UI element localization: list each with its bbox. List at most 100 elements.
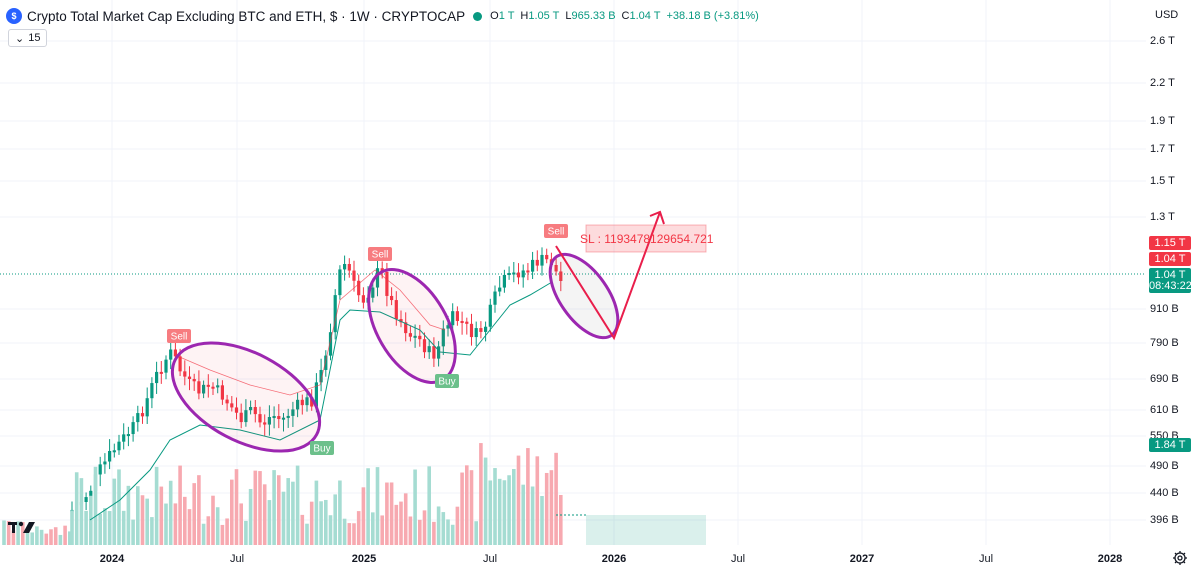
- volume-bar: [154, 466, 159, 545]
- volume-bar: [197, 475, 201, 545]
- candle: [507, 273, 511, 276]
- time-tick-label: 2028: [1097, 553, 1123, 565]
- volume-bar: [427, 466, 431, 545]
- volume-bar: [262, 484, 267, 545]
- candle: [150, 383, 154, 399]
- candle: [474, 328, 478, 338]
- candle: [314, 382, 318, 407]
- sell-signal-text: Sell: [372, 250, 389, 261]
- candle: [371, 287, 375, 298]
- volume-bar: [25, 529, 30, 545]
- tradingview-logo[interactable]: [8, 518, 36, 539]
- candle: [375, 268, 380, 288]
- candle: [343, 263, 347, 270]
- candle: [225, 399, 229, 404]
- candle: [159, 371, 163, 374]
- volume-bar: [422, 510, 427, 545]
- time-tick-label: Jul: [229, 553, 245, 565]
- volume-bar: [126, 485, 131, 545]
- volume-bar: [44, 533, 49, 545]
- candle: [437, 346, 441, 359]
- volume-bar: [253, 470, 258, 545]
- candle: [310, 397, 314, 407]
- volume-bar: [225, 518, 229, 545]
- volume-bar: [89, 495, 93, 545]
- volume-bar: [394, 504, 399, 545]
- volume-bar: [103, 508, 107, 545]
- volume-bar: [559, 494, 563, 545]
- buy-signal-text: Buy: [313, 444, 330, 455]
- currency-label[interactable]: USD: [1155, 9, 1179, 21]
- price-tick-label: 2.2 T: [1150, 77, 1175, 89]
- arrow-head: [649, 210, 665, 225]
- tradingview-logo-icon: [8, 521, 35, 533]
- indicator-collapse-button[interactable]: ⌄ 15: [8, 29, 48, 47]
- volume-bar: [460, 472, 464, 545]
- volume-bar: [272, 470, 276, 545]
- volume-bar: [267, 500, 272, 545]
- volume-bar: [526, 448, 530, 545]
- candle: [112, 450, 116, 453]
- candle: [234, 407, 239, 413]
- volume-bar: [502, 480, 507, 545]
- candle: [455, 311, 459, 322]
- candle: [197, 381, 201, 394]
- stop-loss-label: SL : 1193478129654.721: [580, 232, 714, 246]
- candle: [216, 385, 220, 388]
- volume-bar: [68, 531, 72, 545]
- candle: [117, 441, 121, 451]
- volume-bar: [366, 468, 370, 545]
- candle: [319, 369, 323, 383]
- price-tick-label: 690 B: [1150, 373, 1179, 385]
- volume-bar: [107, 511, 112, 545]
- candle: [413, 335, 417, 338]
- symbol-title[interactable]: Crypto Total Market Cap Excluding BTC an…: [27, 8, 466, 24]
- candle: [399, 319, 403, 323]
- candle: [277, 416, 281, 420]
- candle: [333, 295, 337, 333]
- volume-bar: [530, 486, 535, 545]
- low-value: L965.33 B: [565, 10, 616, 22]
- candle: [394, 300, 398, 320]
- candle: [291, 409, 295, 416]
- candle: [183, 371, 187, 377]
- candle: [267, 417, 271, 425]
- price-tick-label: 2.6 T: [1150, 35, 1175, 47]
- stop-loss-zone: [585, 224, 707, 253]
- gear-icon[interactable]: [1172, 550, 1188, 566]
- volume-bar: [70, 510, 74, 545]
- trend-support-line: [89, 281, 553, 521]
- high-value: H1.05 T: [520, 10, 560, 22]
- candle: [469, 323, 474, 338]
- indicator-value: 15: [28, 32, 41, 44]
- volume-bar: [309, 501, 314, 545]
- volume-bar: [215, 507, 220, 545]
- candle: [484, 326, 488, 332]
- price-tick-label: 490 B: [1150, 460, 1179, 472]
- volume-bar: [21, 521, 25, 545]
- volume-bar: [258, 471, 262, 545]
- candle: [361, 295, 365, 303]
- volume-bar: [11, 530, 16, 545]
- projection-arrow: [555, 211, 661, 341]
- volume-bar: [371, 512, 375, 545]
- volume-bar: [53, 527, 58, 545]
- price-chart[interactable]: SL : 1193478129654.721 Sell Sell Sell Buy Buy: [0, 0, 1146, 570]
- candle: [545, 254, 549, 260]
- candle: [89, 490, 93, 498]
- volume-bar: [136, 486, 140, 545]
- volume-bar: [84, 510, 88, 545]
- price-tick-label: 610 B: [1150, 404, 1179, 416]
- trend-resistance-line: [174, 269, 446, 396]
- volume-bar: [455, 506, 460, 545]
- time-tick-label: Jul: [482, 553, 498, 565]
- volume-bar: [35, 526, 39, 545]
- volume-bar: [2, 520, 6, 545]
- volume-bar: [74, 472, 79, 545]
- volume-bar: [516, 455, 521, 545]
- candle: [126, 434, 130, 437]
- volume-bar: [173, 503, 178, 545]
- symbol-logo-icon[interactable]: $: [6, 8, 22, 24]
- volume-bar: [117, 469, 121, 545]
